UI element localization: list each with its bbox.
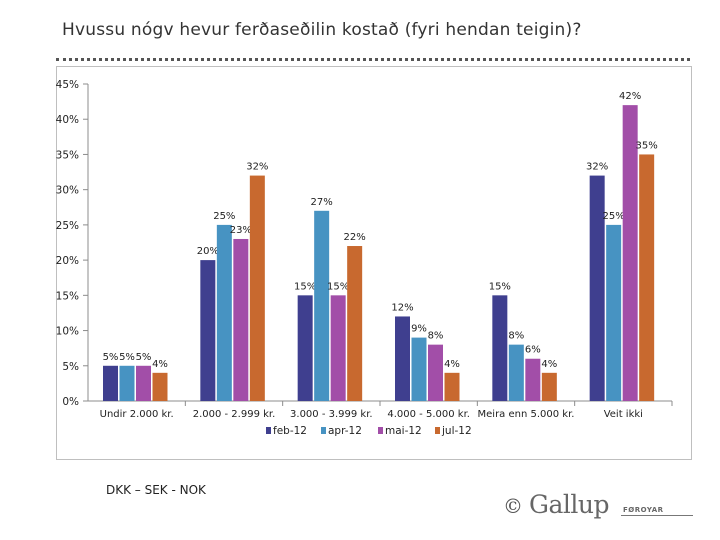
legend-swatch — [435, 427, 440, 434]
data-label: 20% — [197, 246, 219, 257]
legend-label: jul-12 — [441, 425, 472, 437]
bar — [525, 358, 541, 401]
data-label: 5% — [103, 352, 119, 363]
legend-label: feb-12 — [273, 425, 307, 437]
currency-note: DKK – SEK - NOK — [106, 483, 206, 497]
data-label: 15% — [327, 281, 349, 292]
bar — [589, 175, 605, 401]
chart-frame — [56, 66, 692, 460]
y-tick-label: 30% — [56, 185, 79, 197]
bar — [606, 224, 622, 401]
bar — [297, 295, 313, 401]
data-label: 15% — [489, 281, 511, 292]
data-label: 25% — [213, 211, 235, 222]
bar — [508, 344, 524, 401]
bar — [136, 365, 151, 401]
y-tick-label: 40% — [56, 114, 79, 126]
legend-swatch — [266, 427, 271, 434]
gallup-logo: © Gallup FØROYAR — [503, 490, 693, 522]
page-title: Hvussu nógv hevur ferðaseðilin kostað (f… — [62, 20, 582, 40]
data-label: 4% — [444, 359, 460, 370]
data-label: 5% — [119, 352, 135, 363]
bar — [395, 316, 410, 401]
data-label: 23% — [230, 225, 252, 236]
logo-subtitle: FØROYAR — [623, 506, 664, 514]
logo-brand: Gallup — [529, 490, 609, 519]
bar — [314, 210, 330, 401]
y-tick-label: 15% — [56, 290, 79, 302]
x-tick-label: Undir 2.000 kr. — [100, 409, 174, 420]
legend-label: mai-12 — [385, 425, 422, 437]
copyright-symbol: © — [503, 494, 523, 518]
bar — [411, 337, 427, 401]
data-label: 8% — [508, 331, 524, 342]
y-tick-label: 0% — [62, 396, 79, 408]
bar — [639, 154, 655, 401]
bar — [152, 372, 168, 401]
y-tick-label: 45% — [56, 79, 79, 91]
title-divider — [56, 58, 690, 61]
data-label: 35% — [636, 140, 658, 151]
data-label: 25% — [603, 211, 625, 222]
bar — [233, 238, 249, 401]
bar — [330, 295, 346, 401]
data-label: 27% — [311, 197, 333, 208]
bar — [249, 175, 265, 401]
data-label: 8% — [428, 331, 444, 342]
y-tick-label: 35% — [56, 149, 79, 161]
bar — [492, 295, 508, 401]
logo-underline — [621, 515, 693, 516]
bar — [347, 246, 363, 401]
data-label: 32% — [246, 162, 268, 173]
x-tick-label: Meira enn 5.000 kr. — [478, 409, 575, 420]
bar — [200, 260, 216, 401]
y-tick-label: 20% — [56, 255, 79, 267]
y-tick-label: 25% — [56, 220, 79, 232]
data-label: 22% — [344, 232, 366, 243]
x-tick-label: 3.000 - 3.999 kr. — [290, 409, 373, 420]
x-tick-label: Veit ikki — [604, 409, 643, 420]
bar — [444, 372, 460, 401]
bar — [428, 344, 443, 401]
legend-swatch — [321, 427, 326, 434]
x-tick-label: 2.000 - 2.999 kr. — [193, 409, 276, 420]
bar — [216, 224, 232, 401]
data-label: 32% — [586, 162, 608, 173]
y-tick-label: 5% — [62, 361, 79, 373]
bar — [622, 105, 638, 401]
data-label: 5% — [136, 352, 152, 363]
bar — [119, 365, 135, 401]
bar — [103, 365, 118, 401]
bar — [541, 372, 557, 401]
legend-swatch — [378, 427, 383, 434]
data-label: 4% — [152, 359, 168, 370]
data-label: 6% — [525, 345, 541, 356]
data-label: 42% — [619, 91, 641, 102]
data-label: 4% — [541, 359, 557, 370]
data-label: 12% — [391, 302, 413, 313]
legend-label: apr-12 — [328, 425, 362, 437]
data-label: 9% — [411, 324, 427, 335]
data-label: 15% — [294, 281, 316, 292]
x-tick-label: 4.000 - 5.000 kr. — [387, 409, 470, 420]
y-tick-label: 10% — [56, 326, 79, 338]
